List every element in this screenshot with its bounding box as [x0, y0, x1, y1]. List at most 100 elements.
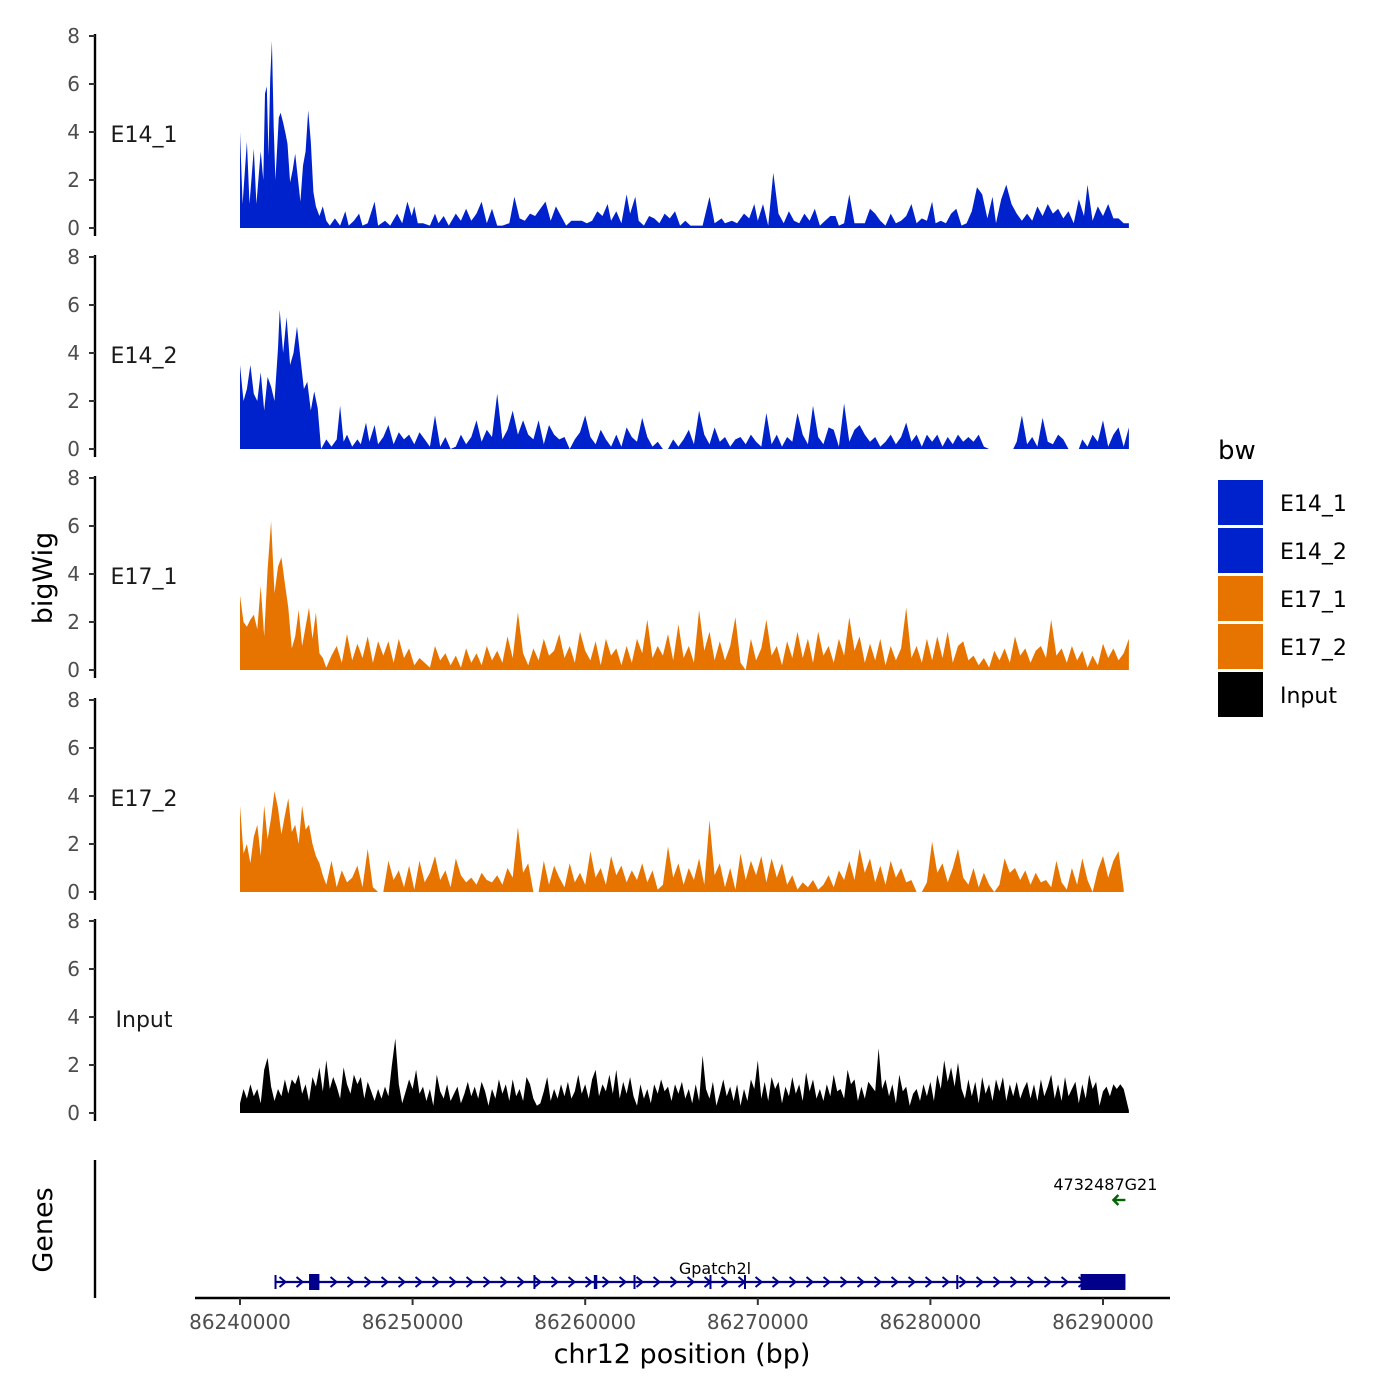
x-tick-label: 86240000: [189, 1310, 291, 1334]
strand-arrow: [295, 1276, 305, 1288]
y-tick-label: 6: [67, 514, 80, 538]
legend-item-e14-1: E14_1: [1218, 480, 1347, 525]
strand-arrow: [380, 1276, 390, 1288]
track-e17-1: 0 2 4 6 8 E17_1: [67, 466, 1129, 682]
legend-item-e14-2: E14_2: [1218, 528, 1347, 573]
coverage-area-e17-1: [240, 521, 1129, 670]
strand-arrow: [873, 1276, 883, 1288]
track-label: E17_2: [111, 787, 178, 812]
y-tick-label: 8: [67, 24, 80, 48]
track-e14-1: 0 2 4 6 8 E14_1: [67, 24, 1129, 240]
strand-arrow: [822, 1276, 832, 1288]
strand-arrow: [1043, 1276, 1053, 1288]
exon: [309, 1274, 320, 1290]
gene-label: 4732487G21: [1053, 1175, 1157, 1194]
y-tick-label: 0: [67, 1101, 80, 1125]
strand-arrow: [584, 1276, 594, 1288]
track-label: Input: [116, 1008, 173, 1033]
strand-arrow: [907, 1276, 917, 1288]
coverage-area-e14-2: [240, 309, 1129, 449]
y-tick-label: 4: [67, 1005, 80, 1029]
strand-arrow: [771, 1276, 781, 1288]
strand-arrow: [890, 1276, 900, 1288]
strand-arrow: [924, 1276, 934, 1288]
y-tick-label: 2: [67, 1053, 80, 1077]
y-tick-label: 2: [67, 389, 80, 413]
strand-arrow: [618, 1276, 628, 1288]
exon: [1080, 1274, 1126, 1290]
strand-arrow: [516, 1276, 526, 1288]
y-tick-label: 4: [67, 341, 80, 365]
legend-label: E14_1: [1280, 492, 1347, 517]
y-tick-label: 6: [67, 72, 80, 96]
strand-arrow: [414, 1276, 424, 1288]
coverage-area-input: [240, 1038, 1129, 1113]
y-tick-label: 8: [67, 688, 80, 712]
legend-swatch: [1218, 528, 1263, 573]
strand-arrow: [601, 1276, 611, 1288]
y-tick-label: 2: [67, 610, 80, 634]
x-tick-label: 86290000: [1052, 1310, 1154, 1334]
strand-arrow: [805, 1276, 815, 1288]
y-tick-label: 0: [67, 880, 80, 904]
strand-arrow: [397, 1276, 407, 1288]
strand-arrow: [533, 1276, 543, 1288]
legend-label: E17_1: [1280, 588, 1347, 613]
strand-arrow: [839, 1276, 849, 1288]
strand-arrow: [465, 1276, 475, 1288]
legend-label: E17_2: [1280, 636, 1347, 661]
y-tick-label: 0: [67, 216, 80, 240]
y-tick-label: 8: [67, 245, 80, 269]
y-tick-label: 8: [67, 909, 80, 933]
genes-axis-title: Genes: [28, 1187, 59, 1272]
exon: [956, 1275, 959, 1289]
exon: [709, 1275, 712, 1289]
legend-label: Input: [1280, 684, 1337, 709]
track-label: E14_2: [111, 344, 178, 369]
x-tick-label: 86250000: [362, 1310, 464, 1334]
y-tick-label: 6: [67, 293, 80, 317]
strand-arrow-head: [1111, 1194, 1120, 1206]
strand-arrow: [431, 1276, 441, 1288]
coverage-area-e17-2: [240, 791, 1124, 892]
exon: [593, 1275, 598, 1289]
x-axis-title: chr12 position (bp): [554, 1339, 811, 1370]
legend-swatch: [1218, 480, 1263, 525]
legend-item-e17-2: E17_2: [1218, 624, 1347, 669]
track-input: 0 2 4 6 8 Input: [67, 909, 1129, 1125]
strand-arrow: [720, 1276, 730, 1288]
strand-arrow: [635, 1276, 645, 1288]
legend-item-e17-1: E17_1: [1218, 576, 1347, 621]
strand-arrow: [448, 1276, 458, 1288]
legend-swatch: [1218, 576, 1263, 621]
y-tick-label: 8: [67, 466, 80, 490]
strand-arrow: [958, 1276, 968, 1288]
strand-arrow: [669, 1276, 679, 1288]
strand-arrow: [652, 1276, 662, 1288]
strand-arrow: [1009, 1276, 1019, 1288]
exon: [743, 1275, 746, 1289]
legend-item-input: Input: [1218, 672, 1337, 717]
x-tick-label: 86260000: [534, 1310, 636, 1334]
legend-label: E14_2: [1280, 540, 1347, 565]
strand-arrow: [550, 1276, 560, 1288]
strand-arrow: [482, 1276, 492, 1288]
legend-title: bw: [1218, 436, 1256, 466]
y-tick-label: 6: [67, 957, 80, 981]
track-e17-2: 0 2 4 6 8 E17_2: [67, 688, 1124, 904]
track-label: E14_1: [111, 123, 178, 148]
strand-arrow: [499, 1276, 509, 1288]
track-e14-2: 0 2 4 6 8 E14_2: [67, 245, 1129, 461]
legend-swatch: [1218, 624, 1263, 669]
x-axis: 86240000 86250000 86260000 86270000 86280000…: [189, 1296, 1170, 1334]
exon: [274, 1275, 277, 1289]
y-axis-title: bigWig: [28, 532, 59, 625]
strand-arrow: [754, 1276, 764, 1288]
y-tick-label: 4: [67, 562, 80, 586]
gene-4732487g21: 4732487G21: [1053, 1175, 1157, 1206]
x-tick-label: 86270000: [707, 1310, 809, 1334]
strand-arrow: [1060, 1276, 1070, 1288]
y-tick-label: 4: [67, 784, 80, 808]
strand-arrow: [329, 1276, 339, 1288]
